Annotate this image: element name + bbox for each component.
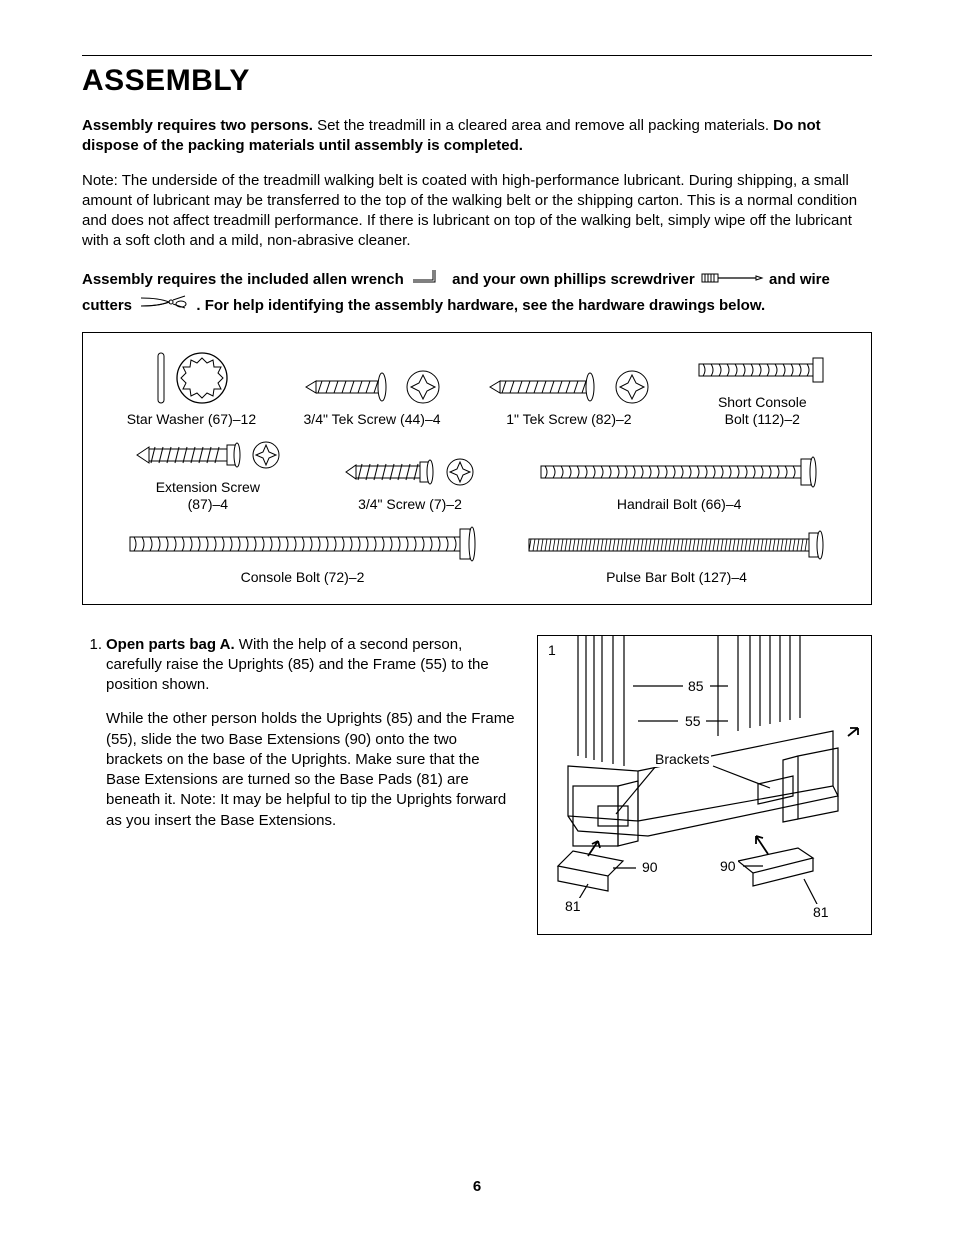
callout-55: 55 bbox=[683, 713, 703, 729]
phillips-screwdriver-icon bbox=[702, 268, 762, 292]
allen-wrench-icon bbox=[411, 266, 445, 294]
wood-screw-short-icon bbox=[344, 454, 439, 490]
intro-lead-rest: Set the treadmill in a cleared area and … bbox=[313, 117, 773, 134]
hw-label: 3/4" Tek Screw (44)–4 bbox=[304, 411, 441, 428]
bolt-medium-icon bbox=[539, 454, 819, 490]
bolt-short-icon bbox=[697, 352, 827, 388]
step-1-text: 1. Open parts bag A. With the help of a … bbox=[82, 635, 517, 831]
callout-81a: 81 bbox=[563, 898, 583, 914]
intro-para-2: Note: The underside of the treadmill wal… bbox=[82, 171, 872, 252]
intro-para-1: Assembly requires two persons. Set the t… bbox=[82, 116, 872, 157]
callout-brackets: Brackets bbox=[653, 751, 711, 767]
phillips-head-icon bbox=[614, 369, 650, 405]
hw-extension-screw: Extension Screw (87)–4 bbox=[135, 437, 281, 513]
hw-label: Handrail Bolt (66)–4 bbox=[617, 496, 742, 513]
bolt-long-fine-icon bbox=[527, 527, 827, 563]
top-rule bbox=[82, 55, 872, 56]
tools-seg1: Assembly requires the included allen wre… bbox=[82, 270, 408, 287]
wire-cutters-icon bbox=[139, 294, 189, 318]
hw-tek-screw-1: 1" Tek Screw (82)–2 bbox=[488, 369, 650, 428]
hardware-row-2: Extension Screw (87)–4 3 bbox=[103, 437, 851, 513]
callout-81b: 81 bbox=[811, 904, 831, 920]
hw-label: 3/4" Screw (7)–2 bbox=[358, 496, 462, 513]
page-title: ASSEMBLY bbox=[82, 64, 872, 98]
washer-side-icon bbox=[153, 351, 169, 405]
hw-pulse-bar-bolt: Pulse Bar Bolt (127)–4 bbox=[527, 527, 827, 586]
hw-label: Short Console Bolt (112)–2 bbox=[718, 394, 807, 428]
tools-seg4: . For help identifying the assembly hard… bbox=[196, 297, 765, 314]
hw-label: 1" Tek Screw (82)–2 bbox=[506, 411, 631, 428]
step-1-diagram: 1 bbox=[537, 635, 872, 935]
step-number: 1. bbox=[82, 635, 102, 831]
tools-line: Assembly requires the included allen wre… bbox=[82, 266, 872, 318]
hw-screw-34: 3/4" Screw (7)–2 bbox=[344, 454, 475, 513]
bolt-long-icon bbox=[128, 523, 478, 563]
hw-console-bolt: Console Bolt (72)–2 bbox=[128, 523, 478, 586]
hw-label: Pulse Bar Bolt (127)–4 bbox=[606, 569, 747, 586]
callout-90a: 90 bbox=[640, 859, 660, 875]
tek-screw-long-icon bbox=[488, 369, 608, 405]
hw-label: Star Washer (67)–12 bbox=[127, 411, 256, 428]
hardware-row-1: Star Washer (67)–12 3/4" Tek Screw (4 bbox=[103, 351, 851, 428]
step-bold: Open parts bag A. bbox=[106, 636, 235, 653]
hw-label: Extension Screw (87)–4 bbox=[156, 479, 260, 513]
hw-tek-screw-34: 3/4" Tek Screw (44)–4 bbox=[304, 369, 441, 428]
hw-label: Console Bolt (72)–2 bbox=[241, 569, 365, 586]
phillips-head-icon bbox=[251, 440, 281, 470]
page: ASSEMBLY Assembly requires two persons. … bbox=[0, 0, 954, 1235]
washer-front-icon bbox=[175, 351, 229, 405]
wood-screw-icon bbox=[135, 437, 245, 473]
hw-star-washer: Star Washer (67)–12 bbox=[127, 351, 256, 428]
step-p2: While the other person holds the Upright… bbox=[106, 709, 517, 831]
phillips-head-icon bbox=[445, 457, 475, 487]
callout-85: 85 bbox=[686, 678, 706, 694]
phillips-head-icon bbox=[405, 369, 441, 405]
hardware-row-3: Console Bolt (72)–2 Pulse Bar Bolt (127)… bbox=[103, 523, 851, 586]
hw-short-console-bolt: Short Console Bolt (112)–2 bbox=[697, 352, 827, 428]
hardware-box: Star Washer (67)–12 3/4" Tek Screw (4 bbox=[82, 332, 872, 605]
tek-screw-short-icon bbox=[304, 369, 399, 405]
hw-handrail-bolt: Handrail Bolt (66)–4 bbox=[539, 454, 819, 513]
tools-seg2: and your own phillips screwdriver bbox=[452, 270, 699, 287]
page-number: 6 bbox=[0, 1178, 954, 1195]
intro-lead-bold: Assembly requires two persons. bbox=[82, 117, 313, 134]
callout-90b: 90 bbox=[718, 858, 738, 874]
step-1: 1. Open parts bag A. With the help of a … bbox=[82, 635, 872, 935]
